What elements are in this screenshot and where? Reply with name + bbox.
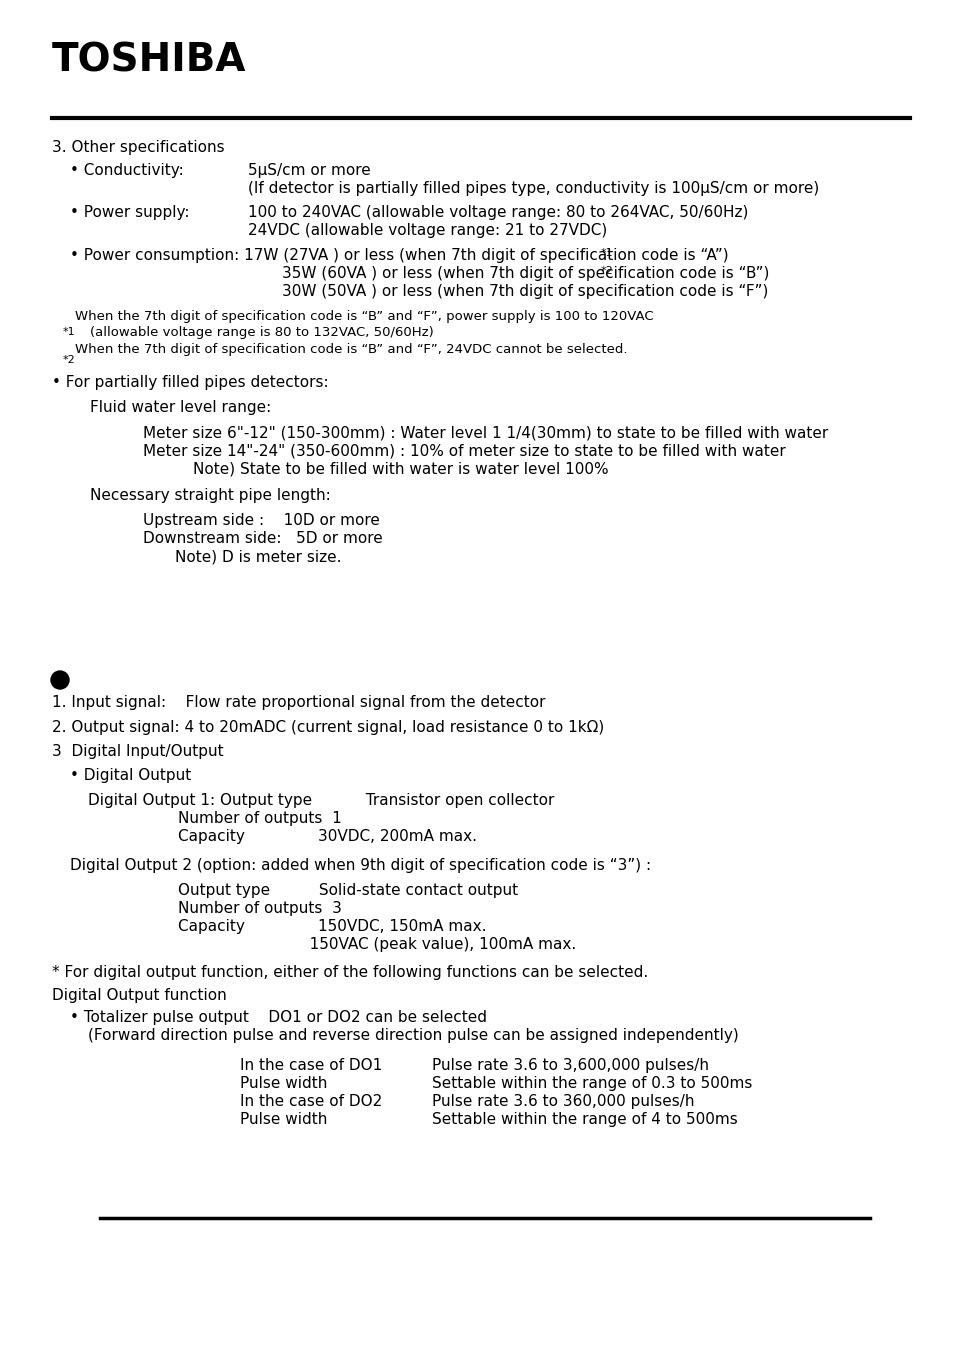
Text: 5μS/cm or more: 5μS/cm or more: [248, 163, 371, 178]
Text: Downstream side:   5D or more: Downstream side: 5D or more: [143, 531, 382, 545]
Text: TOSHIBA: TOSHIBA: [52, 42, 246, 80]
Text: Upstream side :    10D or more: Upstream side : 10D or more: [143, 513, 379, 528]
Text: In the case of DO2: In the case of DO2: [240, 1094, 382, 1108]
Text: 150VAC (peak value), 100mA max.: 150VAC (peak value), 100mA max.: [178, 937, 576, 952]
Text: * For digital output function, either of the following functions can be selected: * For digital output function, either of…: [52, 965, 648, 980]
Text: Settable within the range of 0.3 to 500ms: Settable within the range of 0.3 to 500m…: [432, 1076, 752, 1091]
Text: • Conductivity:: • Conductivity:: [70, 163, 184, 178]
Text: Pulse width: Pulse width: [240, 1112, 327, 1127]
Text: Digital Output 1: Output type           Transistor open collector: Digital Output 1: Output type Transistor…: [88, 792, 554, 809]
Text: Pulse rate 3.6 to 360,000 pulses/h: Pulse rate 3.6 to 360,000 pulses/h: [432, 1094, 694, 1108]
Text: • Power consumption: 17W (27VA ) or less (when 7th digit of specification code i: • Power consumption: 17W (27VA ) or less…: [70, 248, 728, 263]
Text: • Digital Output: • Digital Output: [70, 768, 191, 783]
Text: Digital Output function: Digital Output function: [52, 988, 227, 1003]
Text: Settable within the range of 4 to 500ms: Settable within the range of 4 to 500ms: [432, 1112, 737, 1127]
Text: (If detector is partially filled pipes type, conductivity is 100μS/cm or more): (If detector is partially filled pipes t…: [248, 181, 819, 196]
Text: Capacity               30VDC, 200mA max.: Capacity 30VDC, 200mA max.: [178, 829, 476, 844]
Text: 3. Other specifications: 3. Other specifications: [52, 140, 224, 155]
Text: 24VDC (allowable voltage range: 21 to 27VDC): 24VDC (allowable voltage range: 21 to 27…: [248, 223, 607, 238]
Text: *2: *2: [63, 355, 75, 364]
Text: Digital Output 2 (option: added when 9th digit of specification code is “3”) :: Digital Output 2 (option: added when 9th…: [70, 859, 651, 873]
Text: Necessary straight pipe length:: Necessary straight pipe length:: [90, 487, 331, 504]
Text: Meter size 14"-24" (350-600mm) : 10% of meter size to state to be filled with wa: Meter size 14"-24" (350-600mm) : 10% of …: [143, 443, 785, 458]
Text: 3  Digital Input/Output: 3 Digital Input/Output: [52, 744, 223, 759]
Text: (allowable voltage range is 80 to 132VAC, 50/60Hz): (allowable voltage range is 80 to 132VAC…: [90, 325, 434, 339]
Text: Pulse rate 3.6 to 3,600,000 pulses/h: Pulse rate 3.6 to 3,600,000 pulses/h: [432, 1058, 708, 1073]
Text: 1. Input signal:    Flow rate proportional signal from the detector: 1. Input signal: Flow rate proportional …: [52, 695, 545, 710]
Text: Note) D is meter size.: Note) D is meter size.: [174, 549, 341, 564]
Text: • Power supply:: • Power supply:: [70, 205, 190, 220]
Text: Number of outputs  1: Number of outputs 1: [178, 811, 341, 826]
Text: 100 to 240VAC (allowable voltage range: 80 to 264VAC, 50/60Hz): 100 to 240VAC (allowable voltage range: …: [248, 205, 747, 220]
Text: (Forward direction pulse and reverse direction pulse can be assigned independent: (Forward direction pulse and reverse dir…: [88, 1027, 738, 1044]
Text: *1: *1: [63, 327, 75, 338]
Text: Capacity               150VDC, 150mA max.: Capacity 150VDC, 150mA max.: [178, 919, 486, 934]
Text: *1: *1: [600, 248, 613, 258]
Circle shape: [51, 671, 69, 689]
Text: Note) State to be filled with water is water level 100%: Note) State to be filled with water is w…: [193, 460, 608, 477]
Text: 30W (50VA ) or less (when 7th digit of specification code is “F”): 30W (50VA ) or less (when 7th digit of s…: [282, 284, 767, 298]
Text: When the 7th digit of specification code is “B” and “F”, 24VDC cannot be selecte: When the 7th digit of specification code…: [75, 343, 627, 356]
Text: Meter size 6"-12" (150-300mm) : Water level 1 1/4(30mm) to state to be filled wi: Meter size 6"-12" (150-300mm) : Water le…: [143, 425, 827, 440]
Text: 2. Output signal: 4 to 20mADC (current signal, load resistance 0 to 1kΩ): 2. Output signal: 4 to 20mADC (current s…: [52, 720, 603, 734]
Text: • For partially filled pipes detectors:: • For partially filled pipes detectors:: [52, 375, 328, 390]
Text: In the case of DO1: In the case of DO1: [240, 1058, 382, 1073]
Text: When the 7th digit of specification code is “B” and “F”, power supply is 100 to : When the 7th digit of specification code…: [75, 310, 653, 323]
Text: *2: *2: [600, 266, 613, 275]
Text: Fluid water level range:: Fluid water level range:: [90, 400, 271, 414]
Text: Output type          Solid-state contact output: Output type Solid-state contact output: [178, 883, 517, 898]
Text: Number of outputs  3: Number of outputs 3: [178, 900, 341, 917]
Text: 35W (60VA ) or less (when 7th digit of specification code is “B”): 35W (60VA ) or less (when 7th digit of s…: [282, 266, 768, 281]
Text: Pulse width: Pulse width: [240, 1076, 327, 1091]
Text: • Totalizer pulse output    DO1 or DO2 can be selected: • Totalizer pulse output DO1 or DO2 can …: [70, 1010, 486, 1025]
